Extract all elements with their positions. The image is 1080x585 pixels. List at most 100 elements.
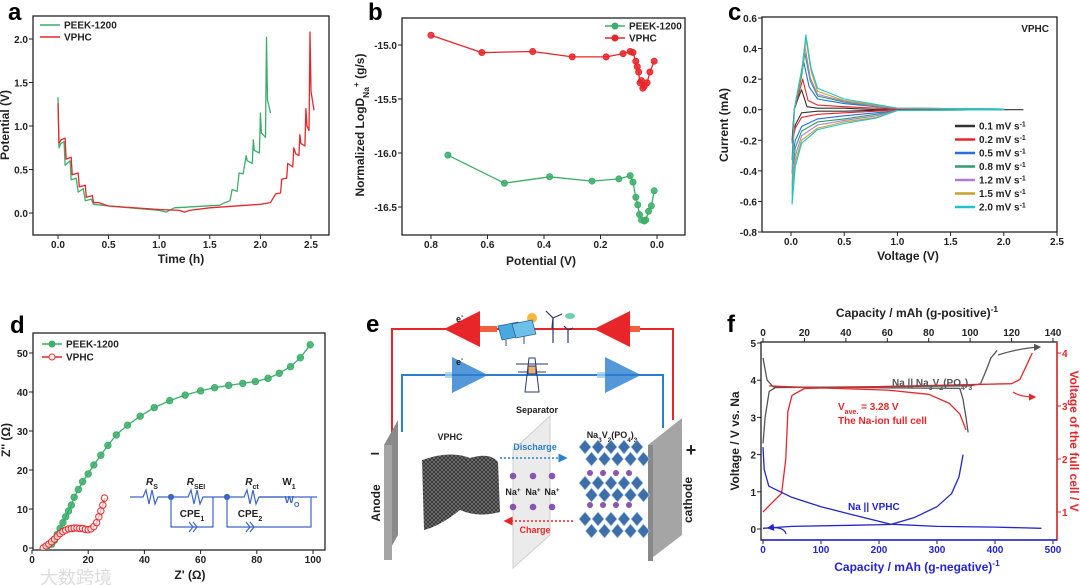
label-part: W xyxy=(285,495,295,506)
x-tick-label: 500 xyxy=(1045,545,1062,556)
x-tick-label: 80 xyxy=(251,555,263,566)
label-part: ) xyxy=(631,430,634,440)
vo6-octahedron xyxy=(617,475,631,491)
x-tick-label: 0.6 xyxy=(481,240,495,251)
y-axis-label-right: Voltage of the full cell / V xyxy=(1067,370,1080,511)
data-point xyxy=(615,175,623,183)
y-tick-label: -0.2 xyxy=(740,136,758,147)
cpe2-label: CPE2 xyxy=(238,509,263,523)
charge-label: Charge xyxy=(519,525,550,535)
label-part: Na xyxy=(361,87,371,98)
series-line xyxy=(791,44,1005,187)
y-tick-label: -0.8 xyxy=(740,228,758,239)
right-y-tick-label: 1 xyxy=(1062,508,1068,519)
vo6-octahedron xyxy=(598,451,611,467)
data-point xyxy=(136,412,144,420)
legend-sup: -1 xyxy=(1020,135,1026,142)
data-point xyxy=(629,178,637,186)
data-point xyxy=(70,493,78,501)
label-part: V xyxy=(933,378,940,389)
series-1-5-mv-s xyxy=(791,38,1005,196)
series-line xyxy=(57,31,315,213)
y-tick-label: -16.5 xyxy=(374,203,397,214)
vo6-octahedron xyxy=(617,511,631,527)
cathode-material-label: Na3V2(PO4)3 xyxy=(587,430,638,444)
data-point xyxy=(264,374,272,383)
label-part: ave. xyxy=(845,409,859,416)
vphc-carbon-structure xyxy=(422,454,500,530)
label-part: 3 xyxy=(929,385,933,392)
label-part: SEI xyxy=(194,484,205,491)
ion-charge: + xyxy=(537,487,541,494)
chart-panel-d: 0 20 40 60 80 100 0 10 20 30 40 50 Z' (Ω) Z'' (Ω) PEEK… xyxy=(0,332,326,582)
x-tick-label: 0.5 xyxy=(837,237,851,248)
charge-wire xyxy=(391,328,674,440)
chart-panel-b: 0.8 0.6 0.4 0.2 0.0 -15.0 -15.5 -16.0 -16.5 Poten… xyxy=(351,17,686,268)
vo6-octahedron xyxy=(598,487,611,503)
x-tick-label: 1.5 xyxy=(203,240,217,251)
data-point xyxy=(646,68,654,76)
series-peek-1200 xyxy=(57,36,272,213)
label-part: Normalized LogD xyxy=(353,97,367,196)
panel-letter-e: e xyxy=(366,311,379,338)
x-tick-label: 60 xyxy=(195,555,207,566)
anode-label: Anode xyxy=(369,484,383,522)
minus-sign: − xyxy=(370,446,379,463)
label-part: S xyxy=(153,484,158,491)
y-axis-label: Current (mA) xyxy=(717,88,731,162)
series-na-na3v2-po4-3-charge xyxy=(762,349,998,444)
label-part: V xyxy=(602,430,608,440)
label-part: -1 xyxy=(992,558,1000,568)
ion-charge: + xyxy=(556,487,560,494)
legend-label: 2.0 mV s-1 xyxy=(979,202,1026,214)
plot-frame xyxy=(401,17,686,236)
sodium-ion-label: Na+ xyxy=(544,487,560,498)
x-tick-label: 0.5 xyxy=(102,240,116,251)
y-tick-label: 0.0 xyxy=(14,209,28,220)
data-point xyxy=(568,53,576,61)
label-part: + xyxy=(351,82,361,87)
x-tick-label: 2.0 xyxy=(997,237,1011,248)
x-tick-label: 0 xyxy=(760,545,766,556)
x-tick-label: 1.5 xyxy=(944,237,958,248)
series-line xyxy=(430,34,655,89)
legend-item: PEEK-1200 xyxy=(40,21,117,32)
vo6-octahedron xyxy=(611,451,624,467)
label-part: R xyxy=(245,477,253,488)
y-tick-label: 1.5 xyxy=(14,79,28,90)
data-point xyxy=(62,513,70,521)
data-point xyxy=(626,172,634,180)
data-point xyxy=(632,193,640,201)
legend-marker xyxy=(611,34,619,42)
series-line xyxy=(762,349,998,444)
data-point xyxy=(59,518,67,527)
y-tick-label: -16.0 xyxy=(374,149,397,160)
legend-item: VPHC xyxy=(605,34,657,45)
data-point xyxy=(84,470,92,478)
x-tick-label: 20 xyxy=(83,555,95,566)
data-point xyxy=(500,179,508,187)
circuit-wire xyxy=(130,488,283,506)
x-tick-label: 2.5 xyxy=(1050,237,1064,248)
label-part: CPE xyxy=(238,509,259,520)
x-tick-label: 40 xyxy=(139,555,151,566)
y-tick-label: 0.6 xyxy=(743,14,757,25)
x-tick-label: 2.5 xyxy=(304,240,318,251)
label-part: (PO xyxy=(943,378,961,389)
vo6-octahedron xyxy=(578,439,592,455)
circuit-node xyxy=(167,493,175,501)
sodium-ion-label: Na+ xyxy=(505,487,521,498)
data-point xyxy=(112,431,121,439)
vo6-octahedron xyxy=(585,523,598,539)
data-point xyxy=(478,49,486,57)
rsei-label: RSEI xyxy=(187,477,206,491)
legend-label: 1.2 mV s-1 xyxy=(979,175,1026,187)
series-1-2-mv-s xyxy=(791,44,1005,187)
data-point xyxy=(104,441,112,450)
legend-sup: -1 xyxy=(1020,148,1026,155)
legend-label: VPHC xyxy=(629,34,657,45)
cathode-label: cathode xyxy=(681,477,695,523)
data-point xyxy=(123,421,132,429)
vo6-octahedron xyxy=(578,511,592,527)
data-point xyxy=(602,53,610,61)
